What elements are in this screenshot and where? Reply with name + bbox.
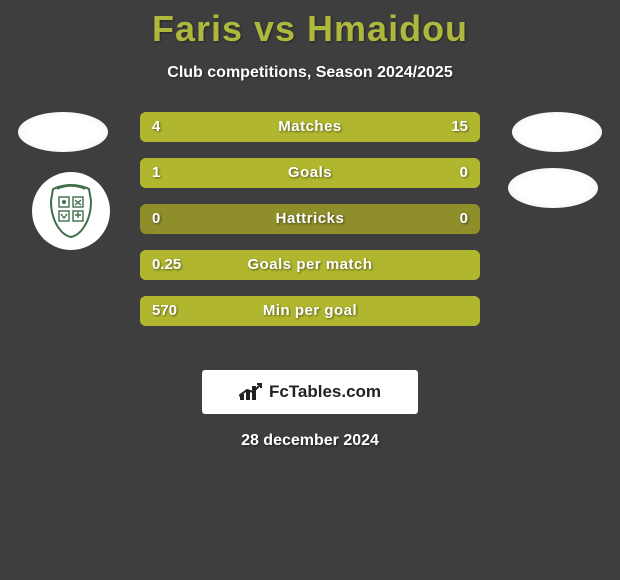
stat-row: 415Matches bbox=[140, 112, 480, 142]
stats-column: 415Matches 10Goals 00Hattricks 0.25Goals pe… bbox=[140, 112, 480, 342]
player-right-club-crest bbox=[508, 168, 598, 208]
stat-label: Hattricks bbox=[140, 204, 480, 234]
subtitle: Club competitions, Season 2024/2025 bbox=[0, 64, 620, 82]
stat-label: Goals bbox=[140, 158, 480, 188]
brand-badge: FcTables.com bbox=[202, 370, 418, 414]
player-left-avatar bbox=[18, 112, 108, 152]
page-title: Faris vs Hmaidou bbox=[0, 0, 620, 50]
stat-label: Min per goal bbox=[140, 296, 480, 326]
player-right-avatar bbox=[512, 112, 602, 152]
player-left-club-crest bbox=[32, 172, 110, 250]
brand-name: FcTables.com bbox=[269, 382, 381, 402]
stat-label: Matches bbox=[140, 112, 480, 142]
stat-row: 570Min per goal bbox=[140, 296, 480, 326]
club-crest-icon bbox=[41, 181, 101, 241]
bar-chart-icon bbox=[239, 382, 263, 402]
comparison-card: Faris vs Hmaidou Club competitions, Seas… bbox=[0, 0, 620, 450]
snapshot-date: 28 december 2024 bbox=[0, 432, 620, 450]
stat-label: Goals per match bbox=[140, 250, 480, 280]
stat-row: 10Goals bbox=[140, 158, 480, 188]
stat-row: 00Hattricks bbox=[140, 204, 480, 234]
stat-row: 0.25Goals per match bbox=[140, 250, 480, 280]
